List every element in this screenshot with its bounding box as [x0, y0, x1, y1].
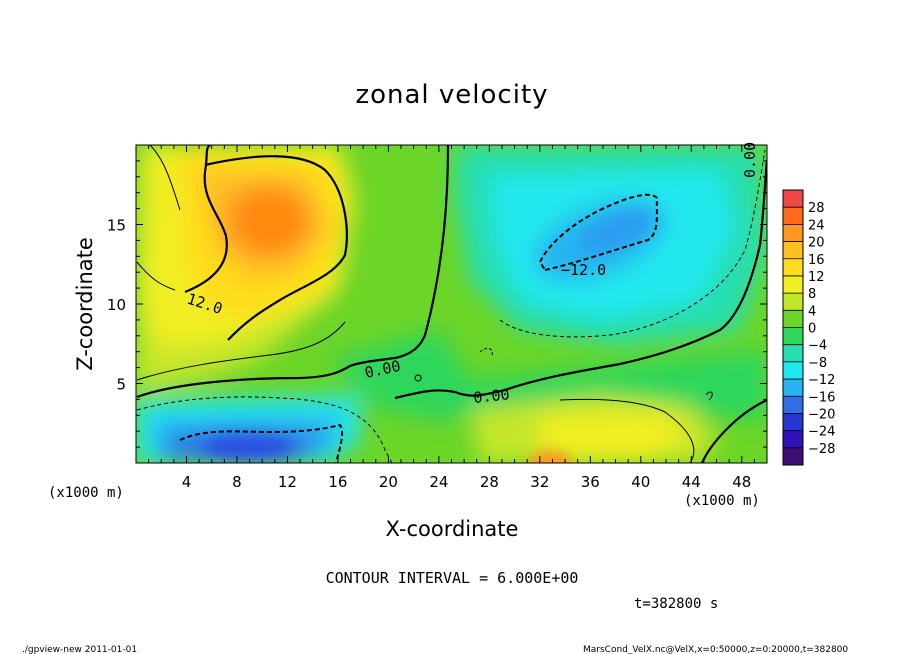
- colorbar-label: 24: [808, 218, 825, 233]
- x-tick-label: 24: [429, 473, 448, 491]
- colorbar: 28 24 20 16 12 8 4 0 −4 −8 −12 −16 −20 −24 −28: [782, 189, 835, 466]
- x-tick-label: 36: [581, 473, 600, 491]
- z-axis-ticks: 5 10 15: [107, 160, 767, 448]
- colorbar-swatch: [783, 430, 803, 449]
- footer-left: ./gpview-new 2011-01-01: [22, 645, 137, 654]
- shaded-field: [136, 145, 767, 463]
- x-axis-ticks: 4 8 12 16 20 24 28 32 36 40 44 48: [148, 145, 755, 491]
- x-axis-unit-left: (x1000 m): [48, 485, 124, 501]
- colorbar-label: 20: [808, 236, 825, 251]
- contour-lines: [136, 145, 767, 463]
- colorbar-swatch: [783, 207, 803, 225]
- z-tick-label: 5: [116, 376, 126, 394]
- footer-right: MarsCond_VelX.nc@VelX,x=0:50000,z=0:2000…: [583, 645, 848, 654]
- contour-label-zero-3: 0.00: [741, 142, 759, 178]
- colorbar-swatch: [783, 396, 803, 414]
- x-tick-label: 44: [682, 473, 701, 491]
- x-tick-label: 32: [530, 473, 549, 491]
- colorbar-swatch: [783, 293, 803, 311]
- colorbar-label: 8: [808, 287, 816, 302]
- colorbar-label: −8: [808, 356, 827, 371]
- contour-interval: CONTOUR INTERVAL = 6.000E+00: [326, 569, 579, 587]
- colorbar-label: 4: [808, 304, 816, 319]
- colorbar-swatch: [783, 224, 803, 242]
- colorbar-label: 0: [808, 322, 816, 337]
- colorbar-swatch: [783, 327, 803, 346]
- colorbar-swatch: [783, 275, 803, 294]
- colorbar-label: −20: [808, 407, 835, 422]
- colorbar-swatch: [783, 258, 803, 277]
- colorbar-label: 16: [808, 253, 825, 268]
- colorbar-swatch: [783, 447, 803, 466]
- colorbar-swatch: [783, 361, 803, 380]
- colorbar-label: −24: [808, 425, 835, 440]
- colorbar-swatch: [783, 310, 803, 328]
- colorbar-label: −28: [808, 442, 835, 457]
- colorbar-label: 28: [808, 201, 825, 216]
- contour-label-zero-2: 0.00: [473, 385, 511, 407]
- colorbar-label: −4: [808, 339, 827, 354]
- colorbar-swatch: [783, 344, 803, 363]
- colorbar-swatch: [783, 241, 803, 260]
- colorbar-label: −16: [808, 390, 835, 405]
- x-tick-label: 40: [631, 473, 650, 491]
- x-axis-unit-right: (x1000 m): [684, 493, 760, 509]
- chart-title: zonal velocity: [355, 80, 548, 110]
- x-tick-label: 8: [232, 473, 242, 491]
- z-tick-label: 15: [107, 217, 126, 235]
- x-tick-label: 4: [182, 473, 192, 491]
- x-tick-label: 20: [379, 473, 398, 491]
- contour-label-neg12: −12.0: [561, 261, 606, 279]
- x-tick-label: 16: [328, 473, 347, 491]
- colorbar-swatch: [783, 379, 803, 397]
- x-axis-label: X-coordinate: [386, 517, 519, 541]
- x-tick-label: 28: [480, 473, 499, 491]
- x-tick-label: 12: [278, 473, 297, 491]
- colorbar-label: −12: [808, 373, 835, 388]
- time-label: t=382800 s: [634, 596, 718, 612]
- z-tick-label: 10: [107, 296, 126, 314]
- colorbar-swatch: [783, 190, 803, 208]
- colorbar-label: 12: [808, 270, 825, 285]
- z-axis-label: Z-coordinate: [73, 237, 97, 371]
- colorbar-swatch: [783, 413, 803, 432]
- x-tick-label: 48: [732, 473, 751, 491]
